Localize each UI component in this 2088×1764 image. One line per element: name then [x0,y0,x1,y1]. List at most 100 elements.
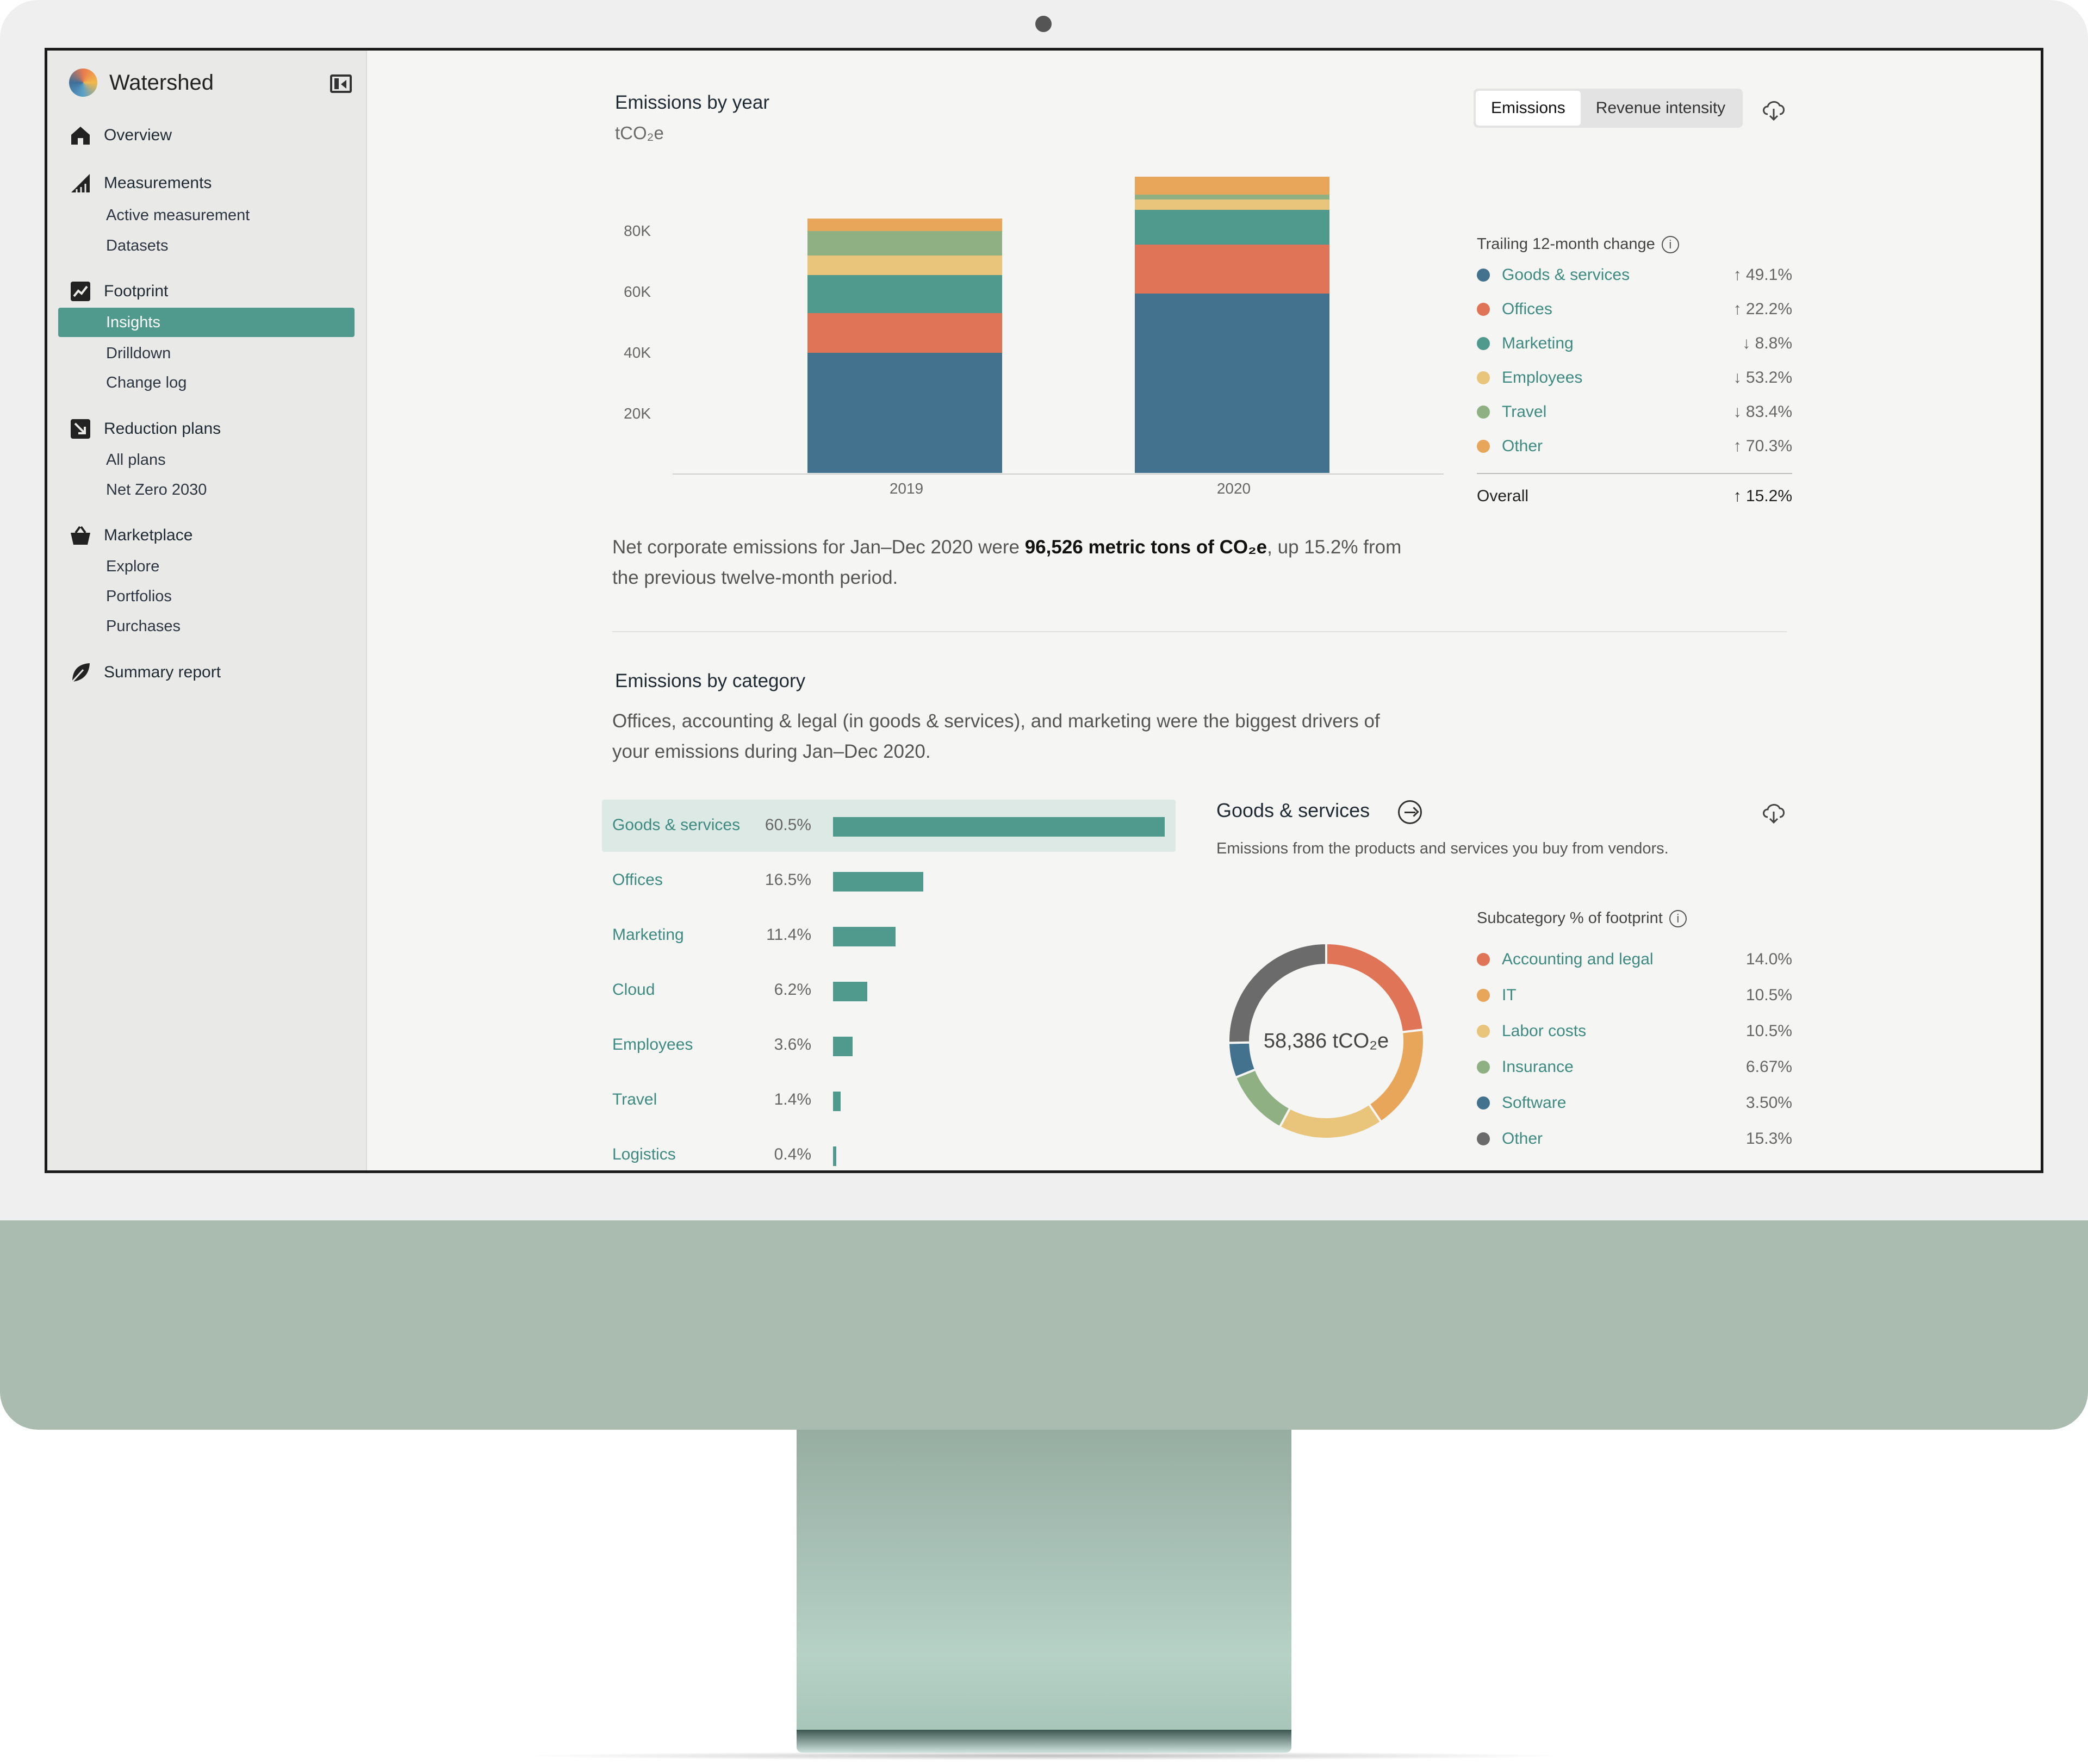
subcategory-row[interactable]: Labor costs 10.5% [1477,1020,1792,1042]
legend-change: ↓ 83.4% [1733,403,1792,421]
subcategory-row[interactable]: Other 15.3% [1477,1128,1792,1150]
category-row[interactable]: Goods & services 60.5% [602,800,1176,852]
legend-row[interactable]: Employees ↓ 53.2% [1477,367,1792,389]
subcategory-name: Other [1502,1130,1543,1148]
nav-overview-label: Overview [104,126,172,144]
download-icon[interactable] [1760,801,1787,825]
category-pct: 1.4% [774,1090,811,1108]
nav-overview[interactable]: Overview [69,120,172,151]
toggle-revenue-intensity[interactable]: Revenue intensity [1595,99,1726,117]
collapse-sidebar-icon[interactable] [330,74,352,93]
legend-dot [1477,371,1490,384]
bar-segment[interactable] [1135,245,1329,294]
nav-reduction-plans[interactable]: Reduction plans [69,414,221,444]
category-row[interactable]: Travel 1.4% [602,1074,1176,1126]
nav-all-plans[interactable]: All plans [106,451,166,469]
bar-segment[interactable] [1135,199,1329,210]
subcategory-row[interactable]: Software 3.50% [1477,1092,1792,1114]
category-name: Travel [612,1090,657,1108]
legend-row[interactable]: Other ↑ 70.3% [1477,435,1792,457]
legend-name: Travel [1502,403,1547,421]
subcategory-legend-label: Subcategory % of footprint [1477,909,1663,927]
brand[interactable]: Watershed [69,66,214,99]
nav-active-measurement[interactable]: Active measurement [106,206,250,224]
nav-purchases[interactable]: Purchases [106,617,181,635]
category-pct: 11.4% [766,926,811,944]
chart-icon [71,282,90,301]
legend-change: ↑ 70.3% [1733,437,1792,455]
bar-segment[interactable] [1135,210,1329,245]
info-icon[interactable]: i [1661,236,1679,254]
subcategory-row[interactable]: IT 10.5% [1477,984,1792,1006]
nav-measurements[interactable]: Measurements [69,168,212,198]
category-pct: 0.4% [774,1145,811,1163]
subcategory-name: Labor costs [1502,1022,1587,1040]
trailing-change-label: Trailing 12-month change [1477,235,1655,253]
legend-row[interactable]: Marketing ↓ 8.8% [1477,333,1792,354]
nav-marketplace[interactable]: Marketplace [69,520,192,551]
subcategory-pct: 15.3% [1745,1130,1792,1148]
bar-segment[interactable] [1135,176,1329,195]
category-bar [833,1092,841,1111]
nav-net-zero[interactable]: Net Zero 2030 [106,481,207,498]
bar-segment[interactable] [807,275,1002,313]
arrow-right-icon[interactable] [1398,800,1422,824]
bar-segment[interactable] [807,230,1002,255]
subcategory-dot [1477,1025,1490,1038]
info-icon[interactable]: i [1669,910,1687,928]
subcategory-dot [1477,1096,1490,1109]
category-row[interactable]: Offices 16.5% [602,855,1176,907]
subcategory-row[interactable]: Accounting and legal 14.0% [1477,949,1792,970]
nav-change-log[interactable]: Change log [106,373,187,391]
subcategory-dot [1477,1132,1490,1145]
nav-footprint[interactable]: Footprint [69,276,168,307]
category-row[interactable]: Marketing 11.4% [602,909,1176,962]
bar-segment[interactable] [807,219,1002,231]
nav-insights[interactable]: Insights [58,308,355,337]
category-row[interactable]: Cloud 6.2% [602,964,1176,1017]
legend-row[interactable]: Travel ↓ 83.4% [1477,401,1792,423]
nav-summary-report[interactable]: Summary report [69,657,221,688]
bar-segment[interactable] [1135,195,1329,200]
subcategory-row[interactable]: Insurance 6.67% [1477,1056,1792,1078]
legend-overall: Overall ↑ 15.2% [1477,485,1792,507]
home-icon [71,127,90,145]
x-tick-2020: 2020 [1216,480,1251,497]
subcategory-pct: 6.67% [1745,1058,1792,1076]
category-name: Employees [612,1036,693,1054]
category-pct: 6.2% [774,981,811,999]
legend-row[interactable]: Offices ↑ 22.2% [1477,298,1792,320]
nav-portfolios[interactable]: Portfolios [106,587,172,605]
camera [1035,16,1052,32]
legend-row[interactable]: Goods & services ↑ 49.1% [1477,264,1792,286]
bar-segment[interactable] [807,313,1002,353]
bar-segment[interactable] [1135,293,1329,473]
nav-datasets[interactable]: Datasets [106,236,169,254]
screen: Watershed Overview Measurements Active m… [45,48,2043,1173]
x-tick-2019: 2019 [889,480,924,497]
nav-drilldown[interactable]: Drilldown [106,344,171,362]
bar-segment[interactable] [807,255,1002,275]
metric-toggle: Emissions Revenue intensity [1474,89,1743,128]
nav-explore[interactable]: Explore [106,557,160,575]
legend-change: ↓ 53.2% [1733,369,1792,387]
sidebar: Watershed Overview Measurements Active m… [47,51,367,1170]
overall-label: Overall [1477,487,1529,505]
toggle-emissions[interactable]: Emissions [1476,91,1581,126]
category-bar [833,927,896,946]
category-row[interactable]: Employees 3.6% [602,1019,1176,1071]
category-bar [833,982,867,1001]
legend-change: ↑ 49.1% [1733,266,1792,284]
monitor-chin [0,1220,2088,1430]
legend-name: Other [1502,437,1543,455]
monitor-stand-foot [797,1730,1291,1753]
category-bar [833,1146,836,1166]
bar-segment[interactable] [807,352,1002,473]
download-icon[interactable] [1760,98,1787,122]
category-row[interactable]: Logistics 0.4% [602,1129,1176,1170]
legend-name: Employees [1502,369,1583,387]
donut-slice[interactable] [1227,942,1327,1044]
subcategory-name: Insurance [1502,1058,1574,1076]
legend-dot [1477,303,1490,316]
emissions-by-year-title: Emissions by year [615,92,769,113]
